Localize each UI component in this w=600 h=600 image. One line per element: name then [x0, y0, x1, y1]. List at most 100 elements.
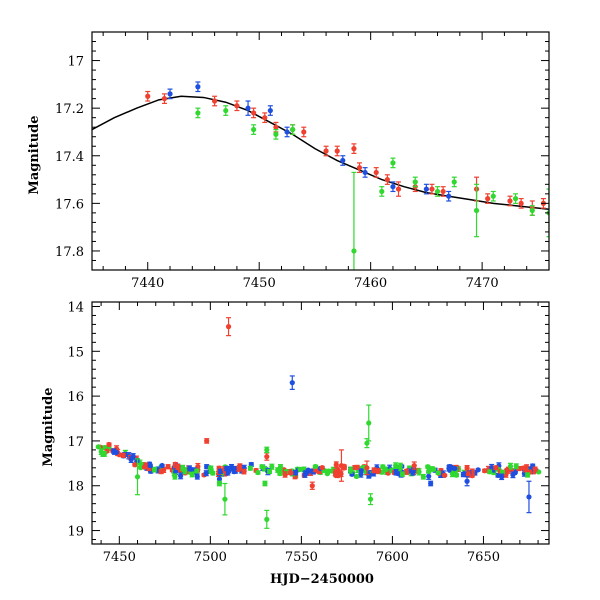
data-point-red: [338, 462, 345, 469]
baseline-point-red: [504, 467, 510, 473]
data-point-red: [301, 129, 307, 135]
data-point-red: [440, 188, 446, 195]
data-point-blue: [302, 471, 308, 478]
x-axis-title: HJD−2450000: [270, 572, 374, 587]
data-point-red: [373, 169, 379, 176]
baseline-point-blue: [489, 464, 495, 471]
baseline-point-green: [172, 473, 178, 480]
baseline-point-red: [288, 470, 294, 476]
data-point-red: [364, 465, 370, 471]
baseline-point-blue: [452, 465, 458, 472]
data-point-blue: [464, 478, 470, 484]
data-point-green: [275, 467, 281, 473]
data-point-red: [334, 148, 340, 154]
baseline-point-red: [465, 471, 471, 478]
baseline-point-blue: [194, 473, 200, 480]
baseline-point-green: [247, 465, 253, 471]
data-point-green: [195, 110, 201, 116]
data-point-blue: [362, 169, 368, 176]
top-x-tick-label: 7450: [243, 276, 276, 291]
data-point-green: [262, 480, 268, 487]
data-point-red: [264, 454, 270, 460]
data-point-blue: [245, 105, 251, 111]
baseline-point-green: [255, 469, 261, 476]
bottom-y-tick-label: 18: [67, 480, 84, 495]
data-point-red: [464, 465, 470, 471]
baseline-point-green: [297, 466, 303, 472]
data-point-blue: [289, 380, 295, 386]
data-point-red: [145, 93, 151, 99]
bottom-x-tick-label: 7650: [467, 550, 500, 565]
data-point-red: [429, 186, 435, 192]
baseline-point-red: [175, 464, 181, 470]
baseline-point-red: [482, 468, 488, 474]
baseline-point-red: [371, 467, 377, 473]
baseline-point-red: [354, 464, 360, 471]
bottom-plot-area: [95, 317, 542, 529]
data-point-green: [216, 480, 223, 487]
data-point-green: [264, 447, 270, 453]
data-point-blue: [340, 157, 346, 164]
baseline-point-green: [98, 449, 104, 455]
data-point-red: [351, 146, 357, 152]
data-point-blue: [216, 476, 223, 482]
model-fit-curve: [92, 95, 549, 211]
baseline-point-green: [431, 466, 437, 472]
baseline-point-green: [507, 463, 514, 469]
data-point-red: [204, 438, 210, 444]
top-panel: 7440 7450 7460 7470 17 17.2 17.4 17.6 17.8: [55, 31, 550, 291]
data-point-red: [273, 124, 279, 130]
baseline-point-green: [435, 470, 441, 476]
data-point-blue: [195, 84, 201, 90]
data-point-green: [420, 474, 426, 480]
data-point-blue: [446, 193, 452, 199]
baseline-point-blue: [225, 469, 232, 475]
baseline-point-red: [493, 465, 499, 471]
bottom-y-tick-label: 19: [67, 525, 84, 540]
data-point-green: [251, 126, 257, 133]
baseline-point-red: [333, 462, 339, 468]
bottom-y-tick-label: 16: [67, 390, 84, 405]
data-point-red: [225, 324, 232, 330]
data-point-green: [451, 179, 457, 185]
data-point-red: [262, 115, 268, 121]
data-point-red: [518, 200, 524, 206]
top-plot-area: [92, 81, 549, 270]
baseline-point-green: [348, 467, 354, 473]
baseline-point-green: [449, 471, 456, 477]
bottom-plot-frame: [91, 301, 550, 545]
baseline-point-green: [525, 472, 531, 478]
data-point-green: [390, 160, 396, 166]
top-x-tick-label: 7470: [466, 276, 499, 291]
baseline-point-green: [399, 471, 406, 477]
baseline-point-red: [241, 468, 247, 475]
baseline-point-blue: [410, 469, 416, 475]
data-point-green: [379, 188, 385, 195]
data-point-green: [366, 420, 372, 426]
baseline-point-red: [523, 467, 529, 473]
data-point-green: [223, 107, 229, 114]
data-point-red: [251, 110, 257, 116]
top-y-axis-title: Magnitude: [27, 115, 42, 194]
bottom-panel: 7450 7500 7550 7600 7650 14 15 16 17 18 19: [67, 300, 550, 565]
baseline-point-green: [269, 464, 275, 470]
data-point-red: [323, 148, 329, 154]
bottom-y-tick-label: 15: [67, 345, 84, 360]
baseline-point-red: [442, 472, 448, 478]
bottom-x-tick-label: 7500: [194, 550, 227, 565]
data-point-green: [490, 193, 496, 199]
bottom-x-tick-label: 7600: [376, 550, 409, 565]
data-point-green: [222, 496, 228, 502]
data-point-red: [234, 103, 240, 109]
baseline-point-blue: [130, 453, 136, 459]
baseline-point-green: [151, 467, 157, 473]
data-point-green: [351, 248, 357, 254]
data-point-green: [189, 471, 195, 478]
data-point-blue: [284, 129, 290, 135]
baseline-point-blue: [188, 466, 194, 472]
data-point-blue: [526, 494, 532, 500]
data-point-green: [367, 496, 374, 502]
baseline-point-blue: [446, 465, 452, 472]
baseline-point-red: [165, 464, 171, 470]
data-point-red: [507, 198, 513, 204]
